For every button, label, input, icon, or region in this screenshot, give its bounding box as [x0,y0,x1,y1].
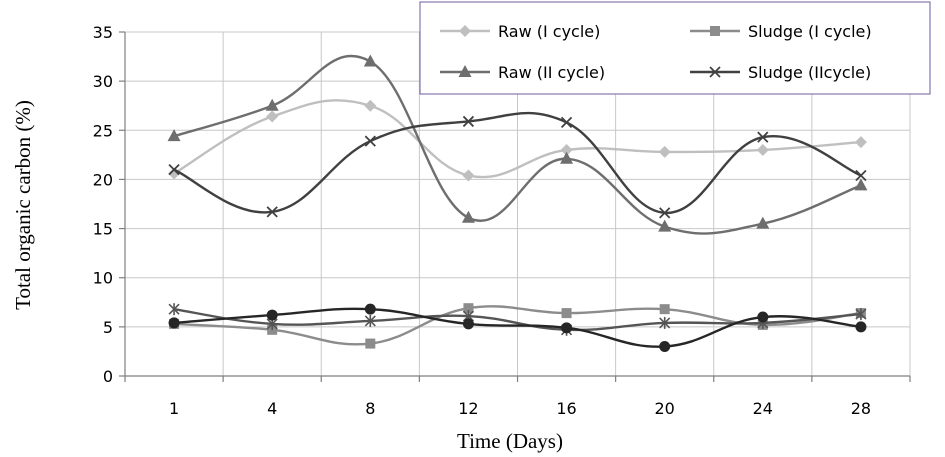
legend-item: Raw (II cycle) [440,63,605,82]
data-point [265,98,279,111]
data-point [463,303,474,314]
data-point [168,163,180,176]
data-point [167,129,181,142]
data-point [364,99,377,112]
data-point [560,143,573,156]
axes [119,31,911,382]
legend-marker [458,65,472,77]
data-point [266,309,278,321]
data-point [462,169,475,182]
tick-labels: 0 5 10 15 20 25 30 35 1 4 8 12 16 20 24 28 [93,23,871,418]
y-tick-label: 15 [93,220,113,239]
data-point [756,216,770,229]
marker-stroke [168,163,180,176]
series-line [173,307,862,348]
data-point [659,341,671,353]
x-tick-label: 4 [267,399,277,418]
marker-stroke [659,207,671,219]
y-tick-label: 5 [103,318,113,337]
x-tick-label: 24 [753,399,773,418]
data-point [266,110,279,123]
data-point [659,207,671,219]
series-line [173,307,862,332]
data-point [462,318,474,330]
legend-item: Sludge (IIcycle) [690,63,871,82]
data-point [363,54,377,67]
data-point [561,308,572,319]
legend-item: Raw (I cycle) [440,22,600,41]
y-tick-label: 30 [93,72,113,91]
marker-stroke [364,135,376,147]
data-point [659,316,671,329]
data-point [364,303,376,315]
data-point [757,131,769,143]
legend-marker [459,25,471,37]
y-tick-label: 0 [103,367,113,386]
legend-label: Raw (II cycle) [498,63,605,82]
data-point [756,143,769,156]
marker-stroke [462,115,475,128]
data-point [168,303,180,316]
data-point [659,304,670,315]
legend-label: Sludge (I cycle) [748,22,872,41]
data-point [854,178,868,191]
y-tick-label: 35 [93,23,113,42]
data-point [461,210,475,223]
series-line [173,54,862,235]
y-tick-label: 25 [93,121,113,140]
data-point [364,135,376,147]
marker-stroke [757,131,769,143]
data-point [855,321,867,333]
data-point [364,314,376,327]
data-point [266,206,278,218]
x-tick-label: 8 [365,399,375,418]
data-point [658,219,672,232]
marker-stroke [266,206,278,218]
x-tick-label: 16 [556,399,576,418]
marker-stroke [560,116,573,129]
marker-stroke [709,66,721,78]
series-6 [168,303,867,353]
x-tick-label: 12 [458,399,478,418]
data-point [561,322,573,334]
legend-label: Sludge (IIcycle) [748,63,871,82]
x-axis-title: Time (Days) [457,429,563,453]
legend-item: Sludge (I cycle) [690,22,872,41]
y-axis-title: Total organic carbon (%) [11,100,35,310]
data-point [855,308,867,321]
y-tick-label: 10 [93,269,113,288]
series-line [173,111,862,215]
data-point [560,116,573,129]
data-point [560,151,574,164]
data-point [855,169,867,182]
legend-marker [709,66,721,78]
legend-marker [710,26,720,36]
y-tick-label: 20 [93,170,113,189]
series-layer [167,54,868,353]
data-point [854,136,867,149]
marker-stroke [855,169,867,182]
data-point [168,317,180,329]
series-1 [168,99,867,182]
legend-label: Raw (I cycle) [498,22,600,41]
legend-box [419,1,931,95]
x-tick-label: 1 [169,399,179,418]
series-line [173,99,862,179]
x-tick-label: 28 [851,399,871,418]
x-tick-label: 20 [655,399,675,418]
data-point [757,311,769,323]
data-point [658,145,671,158]
data-point [462,115,475,128]
data-point [365,338,376,349]
legend: Raw (I cycle) Sludge (I cycle) Raw (II cyc… [419,1,931,95]
series-4 [168,111,867,219]
series-3 [167,54,868,235]
